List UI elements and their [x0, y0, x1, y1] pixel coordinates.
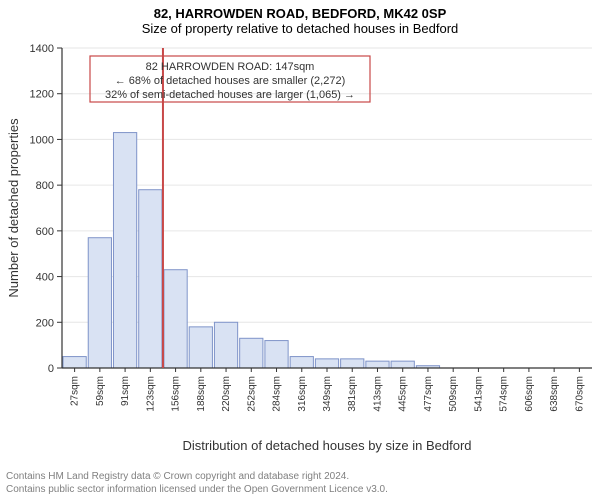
x-axis-label: Distribution of detached houses by size …	[182, 438, 471, 453]
svg-text:349sqm: 349sqm	[322, 376, 333, 412]
page-subtitle: Size of property relative to detached ho…	[0, 21, 600, 40]
svg-text:600: 600	[36, 226, 54, 238]
histogram-bar	[88, 238, 111, 368]
svg-text:477sqm: 477sqm	[423, 376, 434, 412]
annotation-line-1: 82 HARROWDEN ROAD: 147sqm	[146, 61, 315, 73]
y-axis-label: Number of detached properties	[6, 118, 21, 298]
svg-text:252sqm: 252sqm	[246, 376, 257, 412]
svg-text:188sqm: 188sqm	[196, 376, 207, 412]
histogram-bar	[189, 327, 212, 368]
histogram-bar	[164, 270, 187, 368]
histogram-bar	[139, 190, 162, 368]
svg-text:670sqm: 670sqm	[574, 376, 585, 412]
footer-line-2: Contains public sector information licen…	[6, 483, 594, 496]
svg-text:800: 800	[36, 180, 54, 192]
svg-text:200: 200	[36, 317, 54, 329]
annotation-line-3: 32% of semi-detached houses are larger (…	[105, 89, 355, 101]
svg-text:59sqm: 59sqm	[95, 376, 106, 406]
histogram-chart: 0 200 400 600 800 1000 1200 1400 27sqm 59sqm 91sqm…	[0, 40, 600, 460]
svg-text:445sqm: 445sqm	[398, 376, 409, 412]
histogram-bar	[265, 341, 288, 368]
svg-text:400: 400	[36, 272, 54, 284]
svg-text:316sqm: 316sqm	[297, 376, 308, 412]
histogram-bar	[113, 133, 136, 368]
histogram-bar	[214, 322, 237, 368]
histogram-bar	[315, 359, 338, 368]
svg-text:27sqm: 27sqm	[70, 376, 81, 406]
histogram-bar	[366, 361, 389, 368]
svg-text:1400: 1400	[30, 43, 54, 55]
histogram-bar	[240, 338, 263, 368]
svg-text:1000: 1000	[30, 134, 54, 146]
svg-text:156sqm: 156sqm	[171, 376, 182, 412]
svg-text:638sqm: 638sqm	[549, 376, 560, 412]
page-title: 82, HARROWDEN ROAD, BEDFORD, MK42 0SP	[0, 0, 600, 21]
svg-text:381sqm: 381sqm	[347, 376, 358, 412]
svg-text:1200: 1200	[30, 89, 54, 101]
svg-text:509sqm: 509sqm	[448, 376, 459, 412]
histogram-bar	[391, 361, 414, 368]
footer-line-1: Contains HM Land Registry data © Crown c…	[6, 470, 594, 483]
svg-text:606sqm: 606sqm	[524, 376, 535, 412]
svg-text:220sqm: 220sqm	[221, 376, 232, 412]
svg-text:0: 0	[48, 363, 54, 375]
histogram-bar	[63, 357, 86, 368]
svg-text:574sqm: 574sqm	[499, 376, 510, 412]
svg-text:91sqm: 91sqm	[120, 376, 131, 406]
svg-text:284sqm: 284sqm	[272, 376, 283, 412]
svg-text:123sqm: 123sqm	[145, 376, 156, 412]
svg-text:413sqm: 413sqm	[372, 376, 383, 412]
footer-attribution: Contains HM Land Registry data © Crown c…	[6, 470, 594, 496]
histogram-bar	[341, 359, 364, 368]
svg-text:541sqm: 541sqm	[473, 376, 484, 412]
annotation-line-2: ← 68% of detached houses are smaller (2,…	[115, 75, 346, 87]
histogram-bar	[290, 357, 313, 368]
